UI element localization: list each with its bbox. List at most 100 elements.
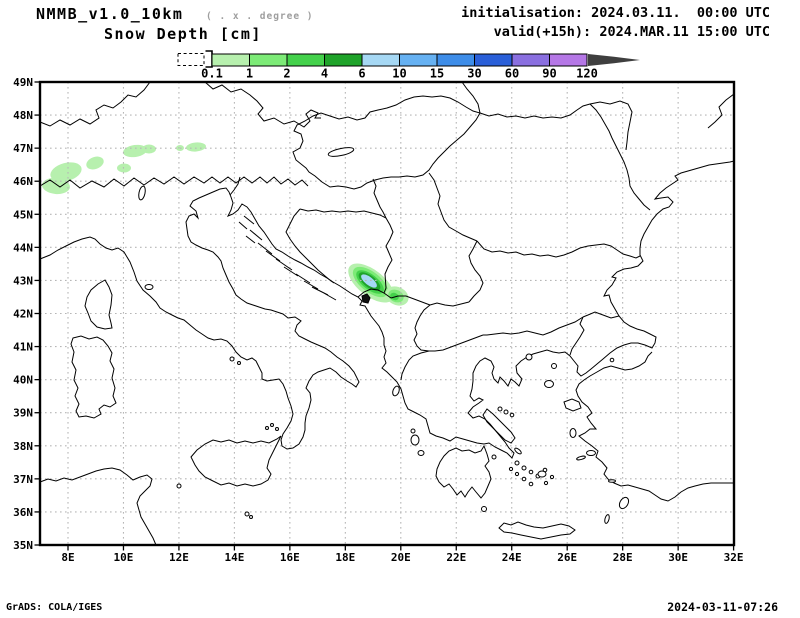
legend-segment xyxy=(211,53,250,67)
lat-label: 38N xyxy=(13,440,33,453)
island-aeolian xyxy=(270,423,274,427)
color-scale-legend: 0.1 1 2 4 6 10 15 30 60 90 120 xyxy=(177,50,640,81)
legend-bracket xyxy=(205,50,213,68)
island-pantelleria xyxy=(176,483,182,489)
lon-label: 26E xyxy=(557,551,577,564)
lat-label: 48N xyxy=(13,109,33,122)
island-cyclades xyxy=(528,481,534,487)
legend-segment xyxy=(474,53,513,67)
lon-label: 12E xyxy=(169,551,189,564)
island-aegina xyxy=(491,454,497,460)
island-cyclades xyxy=(508,466,514,472)
island-lefkada xyxy=(410,428,416,434)
border-serbia-romania xyxy=(428,172,478,242)
lat-label: 44N xyxy=(13,241,33,254)
lon-label: 10E xyxy=(114,551,134,564)
border-layer xyxy=(39,81,735,381)
border-bulgaria-greece xyxy=(483,316,584,336)
grads-credit: GrADS: COLA/IGES xyxy=(6,602,103,613)
island-aeolian xyxy=(265,426,269,430)
coast-euboea xyxy=(482,408,516,444)
lat-label: 37N xyxy=(13,473,33,486)
border-montenegro-bosnia xyxy=(357,288,392,299)
border-croatia-serbia xyxy=(372,178,387,219)
lon-label: 16E xyxy=(280,551,300,564)
island-cyclades xyxy=(543,480,549,486)
island-cyclades xyxy=(514,471,520,477)
island-ischia xyxy=(229,356,235,362)
snow-patch-alps xyxy=(50,162,82,182)
latlon-grid xyxy=(40,82,734,545)
island-malta xyxy=(244,511,250,517)
island-naxos xyxy=(537,470,547,478)
lon-label: 24E xyxy=(502,551,522,564)
legend-segment xyxy=(549,53,588,67)
border-greece-turkey xyxy=(569,316,585,356)
legend-segment xyxy=(286,53,325,67)
snow-patch-alps xyxy=(86,156,104,170)
lon-label: 14E xyxy=(224,551,244,564)
legend-level-label: 60 xyxy=(505,67,519,81)
coast-croatian-islands xyxy=(238,215,337,301)
variable-title: Snow Depth [cm] xyxy=(104,25,262,43)
island-thasos xyxy=(525,353,533,361)
island-elba xyxy=(144,284,154,290)
lat-label: 39N xyxy=(13,407,33,420)
coast-peloponnese xyxy=(435,444,492,499)
legend-segment xyxy=(399,53,438,67)
island-cyclades xyxy=(514,460,520,466)
valid-time-label: valid(+15h): 2024.MAR.11 15:00 UTC xyxy=(493,24,770,40)
lon-label: 18E xyxy=(335,551,355,564)
legend-level-label: 30 xyxy=(467,67,481,81)
island-cyclades xyxy=(521,476,527,482)
legend-level-label: 6 xyxy=(358,67,365,81)
island-samothrace xyxy=(551,363,557,369)
island-gozo xyxy=(249,515,253,519)
island-karpathos xyxy=(604,514,610,524)
legend-level-label: 90 xyxy=(542,67,556,81)
island-lesbos xyxy=(563,398,582,412)
island-aeolian xyxy=(275,427,279,431)
border-alps-chain xyxy=(39,176,309,189)
border-danube-bulgaria xyxy=(476,240,641,259)
border-moldova-prut xyxy=(589,103,651,211)
island-marmara xyxy=(609,357,615,363)
island-sporades xyxy=(503,409,509,415)
legend-underflow-box xyxy=(177,53,205,66)
model-title: NMMB_v1.0_10km xyxy=(36,5,184,23)
lat-label: 42N xyxy=(13,308,33,321)
axis-ticks xyxy=(34,81,735,551)
lat-label: 40N xyxy=(13,374,33,387)
lat-label: 45N xyxy=(13,208,33,221)
snow-patch-alps xyxy=(186,142,206,152)
legend-segment xyxy=(324,53,363,67)
initialisation-label: initialisation: 2024.03.11. 00:00 UTC xyxy=(461,5,770,21)
border-france-germany xyxy=(39,81,151,127)
legend-level-label: 0.1 xyxy=(201,67,223,81)
border-bulgaria-turkey xyxy=(582,311,620,319)
island-cyclades xyxy=(549,474,555,480)
island-ikaria xyxy=(576,455,586,461)
islands-layer xyxy=(138,147,630,524)
lon-label: 30E xyxy=(668,551,688,564)
island-sporades xyxy=(497,406,503,412)
lake-shkoder xyxy=(361,293,371,304)
island-kythira xyxy=(481,506,487,512)
border-albania-macedonia xyxy=(413,304,431,352)
legend-segment xyxy=(436,53,475,67)
border-ukraine-corner xyxy=(461,81,481,114)
coast-europe-mainland xyxy=(39,160,735,459)
island-andros xyxy=(514,447,522,455)
border-hungary xyxy=(292,95,481,190)
border-bosnia-croatia-west xyxy=(285,208,335,284)
legend-segment xyxy=(511,53,550,67)
lat-label: 46N xyxy=(13,175,33,188)
island-kefalonia xyxy=(410,434,420,446)
resolution-note: ( . x . degree ) xyxy=(206,11,314,22)
island-rhodes xyxy=(618,496,630,510)
island-capri xyxy=(237,361,241,365)
lat-label: 36N xyxy=(13,506,33,519)
island-samos xyxy=(586,450,596,456)
